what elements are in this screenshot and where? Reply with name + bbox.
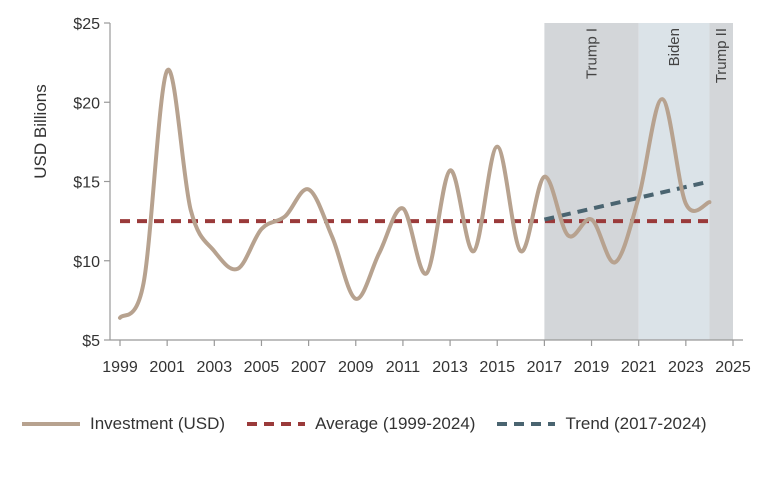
legend: Investment (USD) Average (1999-2024) Tre…: [22, 414, 729, 434]
y-tick-label: $25: [73, 16, 100, 33]
y-tick-labels: $5 $10 $15 $20 $25: [73, 16, 100, 350]
y-tick-label: $20: [73, 95, 100, 112]
x-tick-labels: 1999 2001 2003 2005 2007 2009 2011 2013 2015 2017…: [102, 359, 751, 376]
x-tick-label: 2021: [621, 359, 657, 376]
legend-item-investment: Investment (USD): [22, 414, 225, 434]
period-bands: [544, 23, 733, 340]
chart: Trump I Biden Trump II $5 $10 $15 $20 $25 1999…: [31, 16, 751, 376]
band-biden: [638, 23, 710, 340]
y-tick-label: $10: [73, 254, 100, 271]
legend-item-average: Average (1999-2024): [247, 414, 475, 434]
x-tick-label: 2019: [574, 359, 610, 376]
band-label: Biden: [666, 28, 683, 66]
period-band-labels: Trump I Biden Trump II: [584, 28, 731, 83]
legend-swatch-average: [247, 422, 306, 426]
x-tick-label: 2003: [197, 359, 233, 376]
x-tick-label: 2011: [386, 359, 421, 376]
x-tick-label: 2023: [668, 359, 704, 376]
series-lines: [118, 68, 712, 320]
legend-swatch-trend: [497, 422, 556, 426]
y-tick-label: $15: [73, 175, 100, 192]
x-tick-label: 2013: [432, 359, 468, 376]
legend-swatch-investment: [22, 422, 80, 426]
legend-label-trend: Trend (2017-2024): [565, 414, 707, 433]
x-tick-label: 2007: [291, 359, 327, 376]
y-axis-label: USD Billions: [31, 84, 50, 178]
x-tick-label: 2017: [527, 359, 563, 376]
legend-item-trend: Trend (2017-2024): [497, 414, 707, 434]
band-label: Trump I: [584, 28, 601, 79]
legend-label-average: Average (1999-2024): [315, 414, 476, 433]
x-tick-label: 2005: [244, 359, 280, 376]
band-trump-i: [544, 23, 639, 340]
axes: [104, 22, 743, 346]
x-tick-label: 2009: [338, 359, 374, 376]
band-trump-ii: [709, 23, 733, 340]
x-tick-label: 2015: [479, 359, 515, 376]
band-label: Trump II: [713, 28, 730, 83]
y-tick-label: $5: [82, 333, 100, 350]
x-tick-label: 2025: [715, 359, 751, 376]
series-line-investment: [118, 68, 712, 320]
x-tick-label: 1999: [102, 359, 138, 376]
x-tick-label: 2001: [149, 359, 185, 376]
legend-label-investment: Investment (USD): [90, 414, 226, 433]
